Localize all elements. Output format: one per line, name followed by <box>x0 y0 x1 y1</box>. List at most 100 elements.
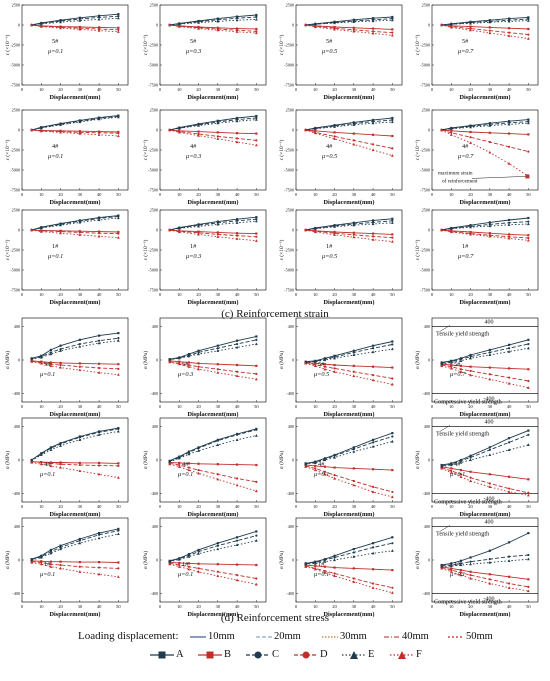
data-point <box>352 233 355 236</box>
data-point <box>469 353 472 357</box>
data-point <box>97 133 101 136</box>
data-point <box>469 230 472 234</box>
data-point <box>177 22 181 26</box>
data-point <box>116 236 120 239</box>
data-point <box>527 16 530 19</box>
data-point <box>30 360 34 363</box>
data-point <box>30 228 34 232</box>
x-tick-label: 30 <box>488 192 493 197</box>
data-point <box>352 26 355 29</box>
y-axis-label: σ (MPa) <box>278 551 285 570</box>
y-tick-label: -7500 <box>10 83 20 88</box>
x-tick-label: 40 <box>371 292 376 297</box>
x-tick-label: 40 <box>97 404 102 409</box>
x-tick-label: 10 <box>449 87 454 92</box>
data-point <box>323 571 327 574</box>
data-point <box>197 367 200 371</box>
data-point <box>352 447 355 451</box>
y-tick-label: -400 <box>422 491 430 496</box>
x-tick-label: 40 <box>507 87 512 92</box>
x-tick-label: 40 <box>235 292 240 297</box>
data-point <box>371 17 375 20</box>
yield-value-label: -400 <box>484 397 495 403</box>
y-tick-label: 0 <box>18 228 20 233</box>
data-point <box>97 218 101 222</box>
x-tick-label: 20 <box>332 404 337 409</box>
x-tick-label: 10 <box>39 604 44 609</box>
y-tick-label: 0 <box>156 128 158 133</box>
x-tick-label: 20 <box>196 192 201 197</box>
data-point <box>371 468 375 471</box>
data-point <box>117 130 120 134</box>
data-point <box>333 21 336 25</box>
data-point <box>235 433 239 436</box>
data-point <box>469 355 472 358</box>
specimen-label: 5# <box>44 361 51 368</box>
legend-displacement-label: 30mm <box>340 631 367 642</box>
chart-panel: 400 0 -400 0 10 20 30 40 50 Displacement(mm) σ (MP… <box>4 517 129 618</box>
y-axis-label: σ (MPa) <box>4 551 11 570</box>
series-line <box>169 18 257 26</box>
series-line <box>169 218 257 231</box>
data-point <box>187 361 191 364</box>
data-point <box>255 534 258 537</box>
data-point <box>197 124 200 127</box>
series-line <box>31 229 119 239</box>
plot-frame <box>295 209 403 291</box>
x-tick-label: 50 <box>526 604 531 609</box>
x-axis-label: Displacement(mm) <box>49 611 100 618</box>
data-point <box>39 129 43 133</box>
data-point <box>187 468 191 472</box>
data-point <box>254 143 258 147</box>
data-point <box>391 219 394 222</box>
data-point <box>507 448 511 452</box>
y-tick-label: -2500 <box>284 248 294 253</box>
legend-displacement-item: 10mm <box>190 631 235 642</box>
data-point <box>333 135 336 138</box>
y-tick-label: -5000 <box>10 63 20 68</box>
x-axis-label: Displacement(mm) <box>49 511 100 518</box>
data-point <box>527 342 530 346</box>
data-point <box>97 371 101 374</box>
y-tick-label: 0 <box>18 128 20 133</box>
data-point <box>177 126 181 130</box>
data-point <box>323 569 327 573</box>
yield-value-label: 400 <box>485 319 494 325</box>
x-tick-label: 50 <box>526 404 531 409</box>
legend-series-swatch <box>294 651 318 658</box>
mu-label: μ=0.3 <box>186 153 201 160</box>
legend-series-label: B <box>224 649 232 660</box>
series-line <box>169 129 257 141</box>
y-tick-label: -400 <box>286 491 294 496</box>
y-tick-label: 0 <box>18 458 20 463</box>
x-tick-label: 10 <box>449 404 454 409</box>
data-point <box>333 233 336 236</box>
x-tick-label: 20 <box>58 604 63 609</box>
data-point <box>235 374 239 378</box>
legend-series-marker <box>158 651 166 658</box>
data-point <box>333 566 336 569</box>
data-point <box>371 568 375 571</box>
data-point <box>352 18 355 21</box>
series-line <box>31 340 119 360</box>
data-point <box>235 483 239 487</box>
y-tick-label: 0 <box>156 458 158 463</box>
data-point <box>197 231 200 234</box>
data-point <box>187 363 191 367</box>
data-point <box>78 362 81 365</box>
x-tick-label: 30 <box>78 604 83 609</box>
data-point <box>97 14 101 17</box>
data-point <box>235 30 239 33</box>
data-point <box>235 463 239 466</box>
data-point <box>507 376 511 379</box>
data-point <box>371 441 375 444</box>
y-axis-label: ε (×10⁻⁶) <box>278 239 285 260</box>
yield-name-label: Compressive yield strength <box>434 499 503 506</box>
data-point <box>371 27 375 30</box>
y-tick-label: 400 <box>288 324 294 329</box>
data-point <box>216 26 219 29</box>
data-point <box>390 240 394 243</box>
data-point <box>323 465 327 468</box>
y-tick-label: -2500 <box>420 148 430 153</box>
